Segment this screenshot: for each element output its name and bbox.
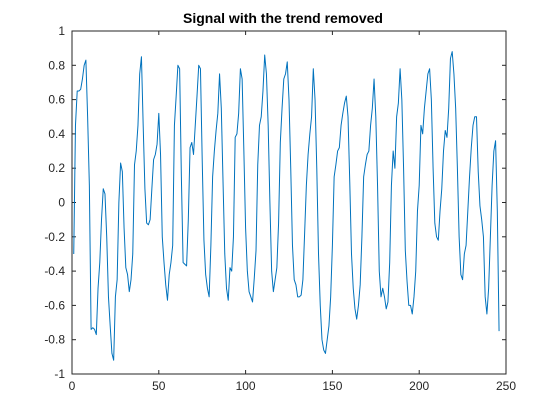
series-line bbox=[73, 51, 500, 361]
x-tick-label: 100 bbox=[236, 379, 256, 393]
x-tick-label: 150 bbox=[322, 379, 342, 393]
y-tick-label: 0.8 bbox=[48, 58, 65, 72]
y-tick-label: 0 bbox=[58, 196, 65, 210]
x-tick-label: 0 bbox=[69, 379, 76, 393]
x-tick-label: 50 bbox=[152, 379, 166, 393]
y-tick-label: -0.6 bbox=[44, 298, 65, 312]
y-tick-label: 0.2 bbox=[48, 161, 65, 175]
x-tick-label: 200 bbox=[409, 379, 429, 393]
y-tick-label: -0.2 bbox=[44, 230, 65, 244]
plot-area: 0 50 100 150 200 250 -1 -0.8 -0.6 -0.4 -0.2 0 0.2 0.4… bbox=[44, 24, 516, 393]
y-tick-label: 0.4 bbox=[48, 127, 65, 141]
y-tick-label: 0.6 bbox=[48, 93, 65, 107]
chart-title: Signal with the trend removed bbox=[183, 10, 383, 26]
y-tick-label: -0.4 bbox=[44, 264, 65, 278]
y-tick-label: -0.8 bbox=[44, 333, 65, 347]
y-tick-label: -1 bbox=[54, 367, 65, 381]
x-tick-label: 250 bbox=[496, 379, 516, 393]
y-tick-label: 1 bbox=[58, 24, 65, 38]
